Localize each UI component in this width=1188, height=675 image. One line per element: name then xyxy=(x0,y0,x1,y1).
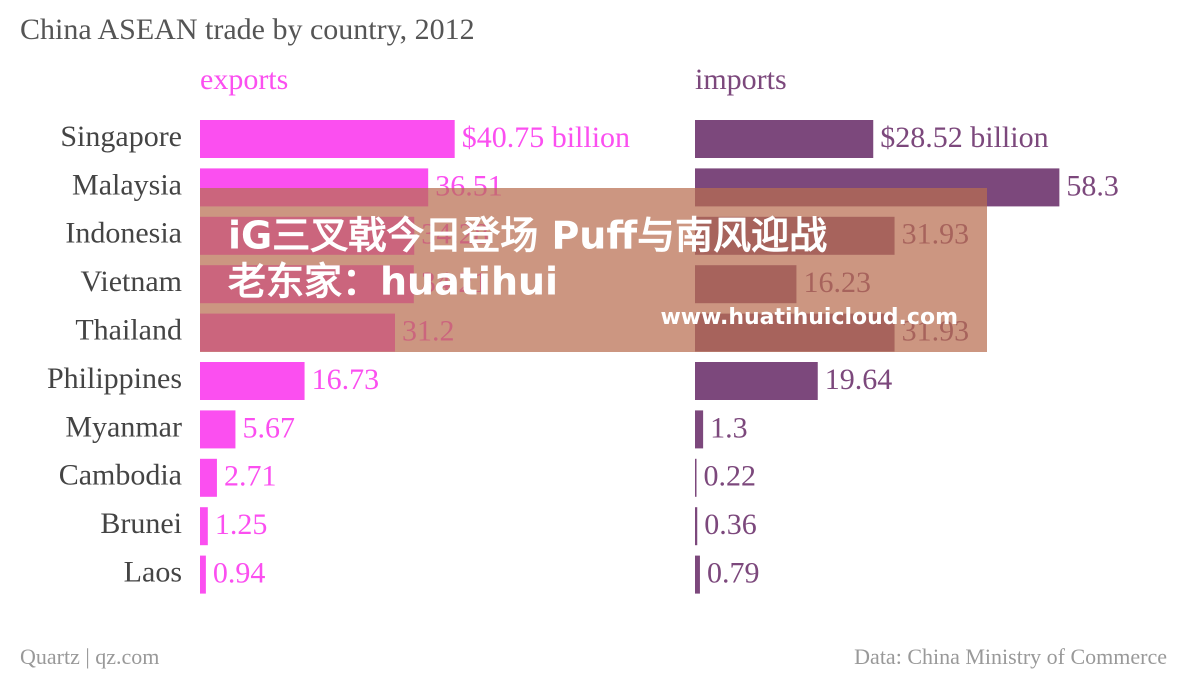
bar xyxy=(200,555,206,594)
value-label: 0.36 xyxy=(704,508,757,541)
value-label: $28.52 billion xyxy=(880,121,1048,154)
category-label: Vietnam xyxy=(81,265,183,298)
watermark-box xyxy=(200,188,987,352)
value-label: 19.64 xyxy=(825,363,893,396)
value-label: 5.67 xyxy=(242,411,295,444)
bar xyxy=(695,362,818,400)
panel-label: imports xyxy=(695,63,787,96)
category-label: Cambodia xyxy=(59,459,182,492)
value-label: 1.3 xyxy=(710,411,748,444)
source-left: Quartz | qz.com xyxy=(20,644,159,669)
bar xyxy=(200,120,455,158)
bar xyxy=(695,507,698,546)
category-label: Philippines xyxy=(47,362,182,395)
bar xyxy=(200,507,208,546)
category-label: Myanmar xyxy=(65,410,182,443)
bar xyxy=(695,410,704,449)
watermark-url: www.huatihuicloud.com xyxy=(660,305,958,330)
bar xyxy=(200,458,217,497)
source-right: Data: China Ministry of Commerce xyxy=(854,644,1167,669)
category-label: Thailand xyxy=(75,313,182,346)
category-label: Singapore xyxy=(60,120,182,153)
value-label: 16.73 xyxy=(312,363,380,396)
bar xyxy=(695,120,874,158)
value-label: $40.75 billion xyxy=(462,121,630,154)
value-label: 58.3 xyxy=(1066,169,1119,202)
bar xyxy=(695,555,700,594)
watermark: iG三叉戟今日登场 Puff与南风迎战 老东家：huatihui www.hua… xyxy=(200,188,987,352)
category-label: Laos xyxy=(124,555,182,588)
watermark-line: 老东家：huatihui xyxy=(228,260,558,304)
value-label: 1.25 xyxy=(215,508,268,541)
bar xyxy=(200,410,236,449)
category-label: Brunei xyxy=(100,507,182,540)
value-label: 2.71 xyxy=(224,460,277,493)
bar xyxy=(695,458,697,497)
chart-title: China ASEAN trade by country, 2012 xyxy=(20,13,475,46)
bar xyxy=(200,362,305,400)
watermark-line: iG三叉戟今日登场 Puff与南风迎战 xyxy=(228,214,827,258)
panel-label: exports xyxy=(200,63,288,96)
category-label: Malaysia xyxy=(72,168,182,201)
value-label: 0.94 xyxy=(213,556,266,589)
value-label: 0.22 xyxy=(704,460,757,493)
value-label: 0.79 xyxy=(707,556,760,589)
category-label: Indonesia xyxy=(65,217,182,250)
